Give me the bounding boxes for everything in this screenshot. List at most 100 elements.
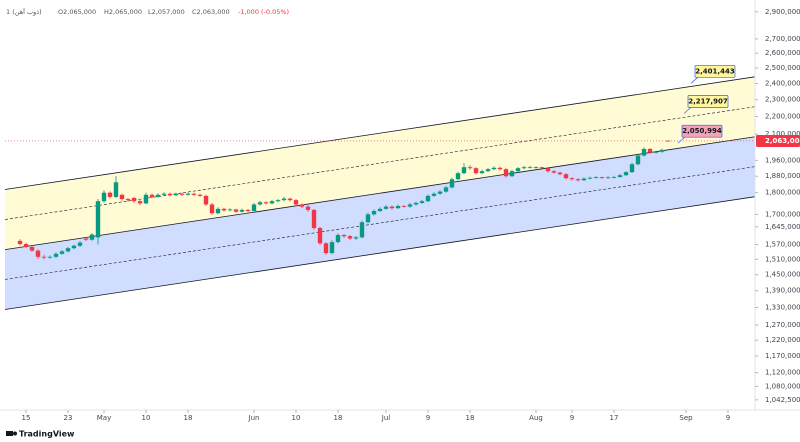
channel-line [4,166,756,280]
candle-body [563,174,569,179]
candle-body [389,206,395,209]
candle-body [95,201,101,238]
y-tick-label: 1,510,000 [765,255,800,263]
candle-body [479,171,485,174]
candle-body [161,193,167,195]
candle-body [581,178,587,181]
candle-body [437,191,443,194]
candle-body [287,198,293,201]
candle-body [659,149,665,152]
callout: 2,050,994 [677,124,723,144]
candle-body [149,194,155,197]
candle-body [143,194,149,204]
candle-body [113,182,119,197]
x-tick-label: Jul [381,414,391,422]
channel-line [4,106,756,220]
callout-label: 2,217,907 [688,97,728,105]
candle-body [407,204,413,207]
candle-body [311,209,317,228]
y-tick-label: 1,450,000 [765,271,800,279]
x-tick-label: 18 [184,414,193,422]
callout-label: 2,050,994 [682,127,722,135]
candle-body [611,176,617,178]
candle-body [203,195,209,205]
x-tick-label: 10 [142,414,151,422]
candle-body [629,164,635,173]
x-tick-label: Aug [529,414,543,422]
x-tick-label: May [97,414,111,422]
candle-body [107,192,113,197]
candle-body [125,199,131,201]
candle-body [323,243,329,254]
candle-body [167,193,173,196]
candle-body [233,209,239,212]
symbol: 1 (ذوب آهن) [6,7,42,16]
candle-body [395,205,401,209]
callout-label: 2,401,443 [695,67,735,75]
candle-body [305,206,311,210]
y-tick-label: 2,200,000 [765,113,800,121]
candle-body [77,242,83,246]
y-tick-label: 2,900,000 [765,8,800,16]
y-tick-label: 2,300,000 [765,96,800,104]
candle-body [209,204,215,214]
y-tick-label: 1,120,000 [765,369,800,377]
candle-body [17,240,23,245]
channel-line [4,196,756,310]
candle-body [101,192,107,202]
candle-body [635,155,641,165]
callout-box [687,95,729,108]
y-tick-label: 2,600,000 [765,49,800,57]
y-tick-label: 1,170,000 [765,352,800,360]
candle-body [173,193,179,196]
candle-body [119,194,125,200]
candle-body [461,167,467,174]
x-tick-label: 23 [64,414,73,422]
candle-body [623,172,629,176]
candle-body [155,194,161,197]
candle-body [551,171,557,173]
channel-lower-fill [5,136,755,310]
candle-body [335,234,341,243]
plot-area [4,76,756,310]
candle-body [245,209,251,212]
candle-body [413,202,419,205]
candle-body [545,168,551,172]
close-value: C2,063,000 [192,8,230,16]
y-tick-label: 1,390,000 [765,287,800,295]
candle-body [605,177,611,179]
channel-line [4,136,756,251]
candle-body [299,204,305,207]
x-tick-label: 15 [22,414,31,422]
callout: 2,401,443 [690,64,736,84]
candle-body [317,227,323,244]
x-tick-label: Sep [679,414,693,422]
candle-body [65,248,71,252]
candle-body [239,209,245,212]
y-tick-label: 2,400,000 [765,80,800,88]
candle-body [263,202,269,204]
y-tick-label: 1,270,000 [765,321,800,329]
candle-body [647,148,653,153]
candle-body [527,167,533,169]
y-tick-label: 1,042,500 [765,396,800,404]
candle-body [71,245,77,249]
candle-body [251,204,257,212]
candle-body [485,169,491,172]
x-tick-label: 9 [726,414,730,422]
candle-body [53,253,59,257]
callout-box [681,124,723,138]
candle-body [617,175,623,177]
candle-body [269,201,275,204]
low-value: L2,057,000 [148,8,185,16]
y-tick-label: 1,645,000 [765,223,800,231]
y-tick-label: 1,800,000 [765,189,800,197]
y-tick-label: 1,700,000 [765,210,800,218]
candle-body [539,167,545,169]
candle-body [587,177,593,179]
candle-body [653,151,659,153]
x-tick-label: 18 [334,414,343,422]
candle-body [29,246,35,251]
